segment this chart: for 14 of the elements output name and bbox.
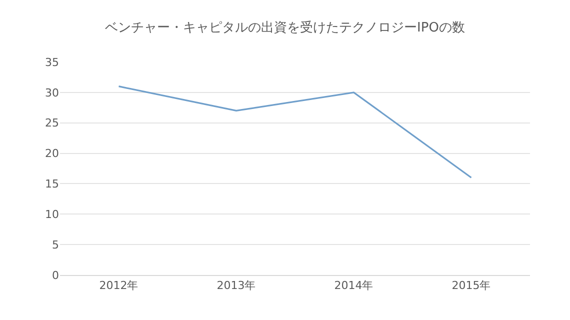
x-tick-label: 2013年: [216, 279, 256, 292]
y-tick-label: 10: [45, 208, 59, 221]
y-tick-label: 0: [52, 268, 59, 282]
x-tick-label: 2014年: [334, 279, 374, 292]
y-tick-label: 5: [52, 238, 59, 252]
x-tick-label: 2015年: [452, 279, 491, 292]
y-tick-label: 35: [45, 56, 59, 69]
x-tick-label: 2012年: [99, 279, 138, 292]
y-tick-label: 30: [45, 86, 59, 100]
chart-title: ベンチャー・キャピタルの出資を受けたテクノロジーIPOの数: [105, 20, 465, 36]
y-tick-label: 20: [45, 147, 59, 160]
line-series: [118, 86, 472, 178]
y-tick-label: 15: [45, 178, 59, 191]
y-tick-label: 25: [45, 116, 59, 130]
